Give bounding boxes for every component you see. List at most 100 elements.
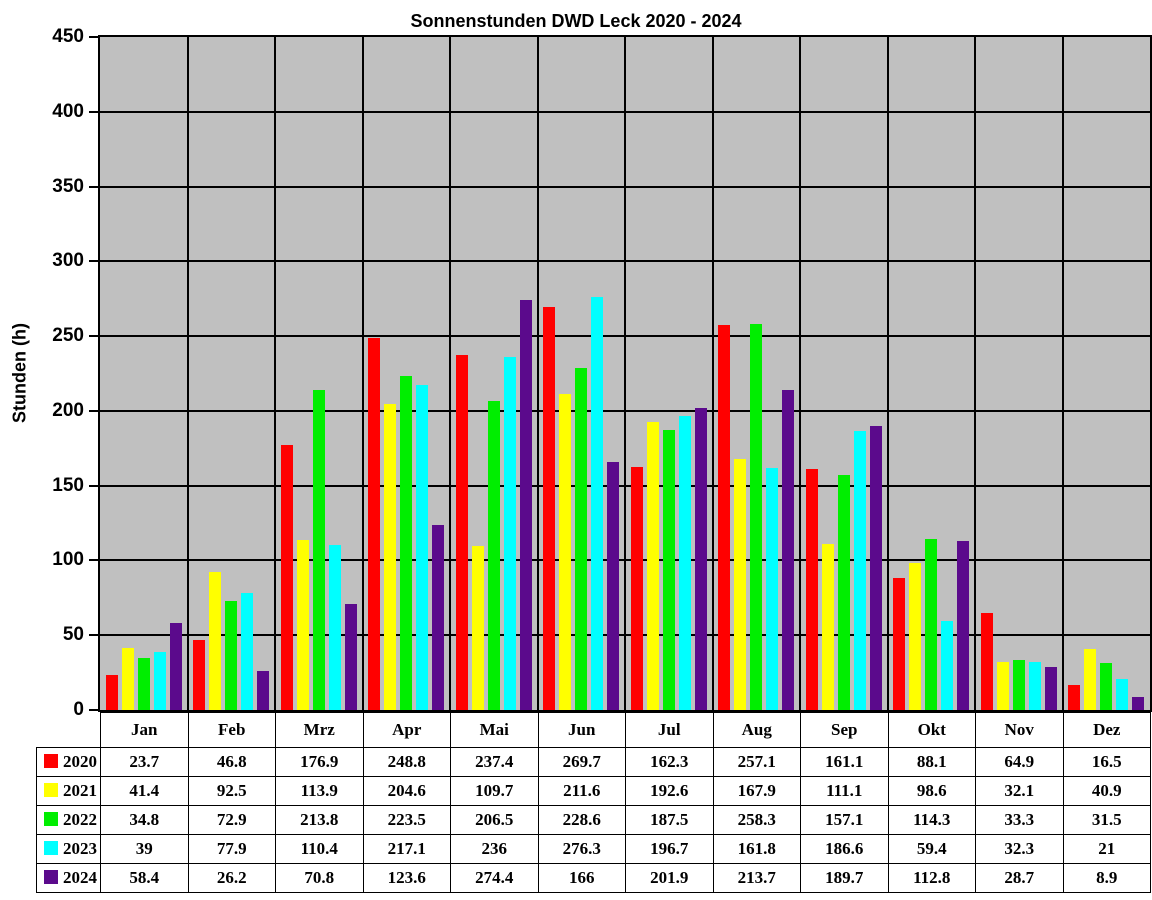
bar-2024-Okt [957,541,970,710]
value-2021-Okt: 98.6 [887,776,976,806]
bar-2021-Jun [559,394,572,710]
bar-2020-Apr [368,338,381,710]
y-tick-450 [89,36,100,38]
month-separator-Sep-Okt [886,37,889,710]
y-tick-label-0: 0 [73,699,84,720]
legend-swatch-2022 [44,812,58,826]
legend-cell-2021: 2021 [36,776,101,806]
bar-2020-Nov [980,613,993,710]
y-tick-label-50: 50 [62,624,84,646]
legend-swatch-2021 [44,783,58,797]
legend-swatch-2023 [44,841,58,855]
y-tick-350 [89,185,100,188]
bar-2020-Sep [805,469,818,710]
y-tick-label-250: 250 [52,325,84,347]
month-header-Apr: Apr [362,712,451,748]
value-2021-Dez: 40.9 [1062,776,1151,806]
bar-2021-Nov [996,662,1009,710]
bar-2024-Dez [1132,697,1145,710]
legend-cell-2020: 2020 [36,747,101,777]
value-2024-Sep: 189.7 [800,863,889,893]
month-header-Jan: Jan [100,712,189,748]
month-header-Mai: Mai [450,712,539,748]
bar-2023-Dez [1116,679,1129,710]
legend-year-label: 2020 [63,752,97,771]
bar-group-Jan [100,37,188,710]
value-2021-Aug: 167.9 [712,776,801,806]
bar-2023-Mrz [328,545,341,710]
y-tick-label-400: 400 [52,100,84,122]
month-header-Aug: Aug [712,712,801,748]
month-separator-Jan-Feb [186,37,189,710]
value-2023-Sep: 186.6 [800,834,889,864]
value-2022-Sep: 157.1 [800,805,889,835]
value-2023-Nov: 32.3 [975,834,1064,864]
bar-2020-Okt [893,578,906,710]
y-tick-label-450: 450 [52,26,84,47]
bar-2022-Aug [750,324,763,710]
value-2021-Jul: 192.6 [625,776,714,806]
table-row-2021: 2021 41.4 92.5 113.9 204.6 109.7 211.6 192.6 167… [36,776,1151,806]
table-row-2022: 2022 34.8 72.9 213.8 223.5 206.5 228.6 187.5 258… [36,805,1151,835]
y-tick-50 [89,634,100,637]
value-2020-Dez: 16.5 [1062,747,1151,777]
bar-2021-Mrz [296,540,309,710]
value-2024-Jan: 58.4 [100,863,189,893]
value-2024-Nov: 28.7 [975,863,1064,893]
value-2020-Aug: 257.1 [712,747,801,777]
value-2022-Jun: 228.6 [537,805,626,835]
value-2020-Apr: 248.8 [362,747,451,777]
bar-2024-Sep [869,426,882,710]
bar-2023-Apr [416,385,429,710]
bar-2021-Okt [909,563,922,710]
month-header-Feb: Feb [187,712,276,748]
value-2022-Feb: 72.9 [187,805,276,835]
month-separator-Mrz-Apr [361,37,364,710]
value-2022-Nov: 33.3 [975,805,1064,835]
legend-swatch-2020 [44,754,58,768]
bar-2022-Apr [400,376,413,710]
y-tick-250 [89,335,100,338]
value-2020-Mai: 237.4 [450,747,539,777]
value-2024-Apr: 123.6 [362,863,451,893]
bar-2022-Mrz [312,390,325,710]
value-2022-Jul: 187.5 [625,805,714,835]
value-2023-Dez: 21 [1062,834,1151,864]
bar-2022-Feb [225,601,238,710]
bar-2024-Jul [694,408,707,710]
value-2023-Mai: 236 [450,834,539,864]
bar-2023-Jun [591,297,604,710]
y-tick-label-150: 150 [52,474,84,496]
y-tick-label-200: 200 [52,399,84,421]
bar-2023-Jan [153,652,166,710]
bar-2022-Nov [1012,660,1025,710]
value-2024-Mrz: 70.8 [275,863,364,893]
bar-2020-Mrz [280,445,293,710]
bar-2023-Nov [1028,662,1041,710]
table-row-2020: 2020 23.7 46.8 176.9 248.8 237.4 269.7 162.3 257… [36,747,1151,777]
legend-year-label: 2023 [63,839,97,858]
bar-2024-Feb [257,671,270,710]
value-2023-Jul: 196.7 [625,834,714,864]
value-2023-Jun: 276.3 [537,834,626,864]
y-tick-100 [89,559,100,562]
bar-group-Apr [363,37,451,710]
bar-2024-Aug [782,390,795,710]
bar-group-Feb [188,37,276,710]
bar-2024-Apr [432,525,445,710]
bar-2021-Aug [734,459,747,710]
value-2022-Mrz: 213.8 [275,805,364,835]
bar-2020-Dez [1068,685,1081,710]
month-separator-Nov-Dez [1061,37,1064,710]
bar-2022-Mai [487,401,500,710]
plot-area [98,35,1152,712]
month-separator-Aug-Sep [799,37,801,710]
chart-title: Sonnenstunden DWD Leck 2020 - 2024 [410,11,742,31]
value-2021-Nov: 32.1 [975,776,1064,806]
value-2023-Okt: 59.4 [887,834,976,864]
bar-2021-Mai [471,546,484,710]
value-2024-Okt: 112.8 [887,863,976,893]
bar-2022-Sep [837,475,850,710]
value-2020-Mrz: 176.9 [275,747,364,777]
